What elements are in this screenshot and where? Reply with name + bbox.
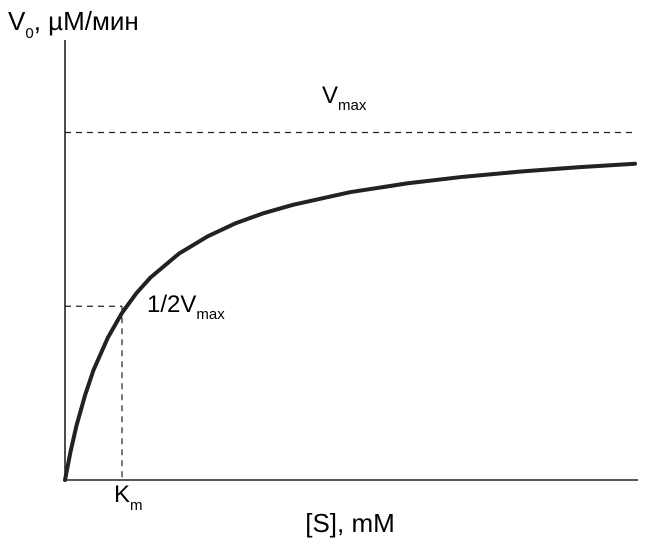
saturation-curve: [63, 161, 637, 482]
y-axis-title: V0, µM/мин: [8, 6, 139, 42]
half-vmax-label-main: 1/2V: [147, 291, 196, 318]
half-vmax-label-sub: max: [196, 306, 225, 323]
vmax-label: Vmax: [322, 82, 367, 114]
x-axis-title: [S], mM: [305, 508, 395, 538]
y-axis-title-main: V: [8, 6, 26, 36]
vmax-label-sub: max: [338, 97, 367, 114]
km-label: Km: [114, 481, 143, 514]
y-axis-title-sub: 0: [25, 25, 33, 42]
half-vmax-label: 1/2Vmax: [147, 291, 225, 323]
km-label-sub: m: [130, 497, 143, 514]
vmax-label-main: V: [322, 82, 338, 109]
km-label-main: K: [114, 481, 130, 508]
y-axis-title-rest: , µM/мин: [34, 6, 139, 36]
